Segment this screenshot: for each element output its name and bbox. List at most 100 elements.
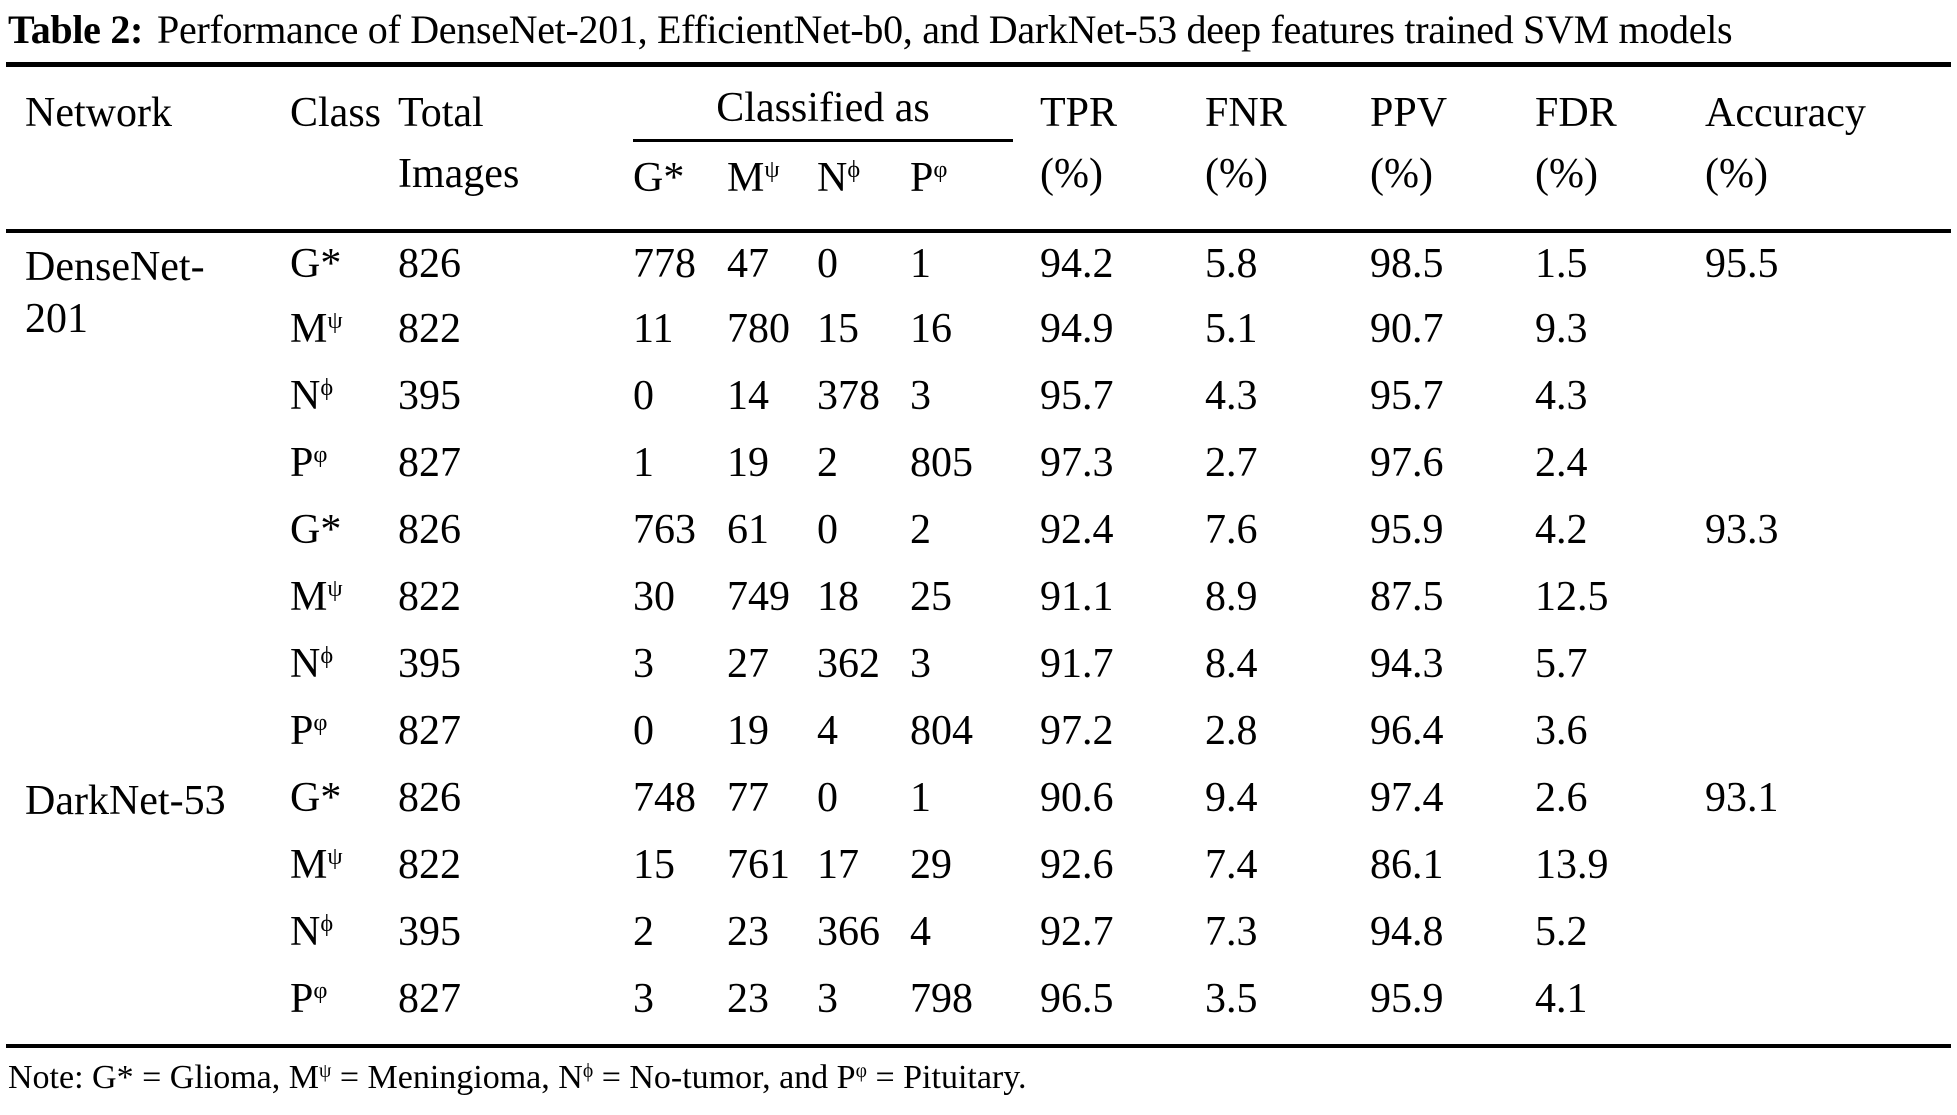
class-cell: Nϕ [290, 901, 398, 968]
table-row: Mψ 822 15 761 17 29 92.6 7.4 86.1 13.9 [6, 834, 1951, 901]
class-superscript: ψ [327, 575, 343, 603]
total-images-cell: 826 [398, 506, 461, 553]
total-images-cell: 822 [398, 841, 461, 888]
ppv-cell: 97.4 [1370, 774, 1444, 821]
classified-p-cell: 798 [910, 975, 973, 1022]
classified-g-cell: 2 [633, 908, 654, 955]
ppv-cell: 90.7 [1370, 305, 1444, 352]
tpr-cell: 97.2 [1040, 707, 1114, 754]
header-network: Network [25, 90, 172, 136]
classified-n-cell: 366 [817, 908, 880, 955]
total-images-cell: 827 [398, 439, 461, 486]
metric-name: Accuracy [1705, 90, 1866, 136]
total-images-cell: 827 [398, 707, 461, 754]
network-cell: DarkNet-53 [6, 767, 290, 1046]
metric-name: TPR [1040, 90, 1118, 136]
classified-g-cell: 30 [633, 573, 675, 620]
table-number-label: Table 2: [8, 7, 144, 52]
classified-g-cell: 0 [633, 707, 654, 754]
class-superscript: ϕ [320, 374, 334, 402]
header-total-line2: Images [398, 150, 520, 197]
classified-n-cell: 15 [817, 305, 859, 352]
classified-g-cell: 763 [633, 506, 696, 553]
table-row: Pφ 827 3 23 3 798 96.5 3.5 95.9 4.1 [6, 968, 1951, 1046]
ppv-cell: 95.9 [1370, 975, 1444, 1022]
class-superscript: φ [313, 977, 328, 1005]
header-ppv: PPV (%) [1370, 65, 1535, 231]
fnr-cell: 5.1 [1205, 305, 1258, 352]
table-row: G* 826 763 61 0 2 92.4 7.6 95.9 4.2 93.3 [6, 499, 1951, 566]
network-name: 201 [25, 296, 88, 342]
total-images-cell: 395 [398, 640, 461, 687]
header-accuracy: Accuracy (%) [1705, 65, 1951, 231]
header-classified-as: Classified as [633, 65, 1040, 143]
fdr-cell: 1.5 [1535, 240, 1588, 287]
fdr-cell: 4.1 [1535, 975, 1588, 1022]
header-class: Class [290, 90, 382, 136]
header-total-images: Total Images [398, 65, 633, 231]
classified-n-cell: 4 [817, 707, 838, 754]
table-note: Note: G* = Glioma, Mψ = Meningioma, Nϕ =… [8, 1058, 1951, 1099]
fnr-cell: 3.5 [1205, 975, 1258, 1022]
classified-n-cell: 0 [817, 774, 838, 821]
metric-unit: (%) [1535, 150, 1598, 197]
metric-unit: (%) [1370, 150, 1433, 197]
classified-g-cell: 778 [633, 240, 696, 287]
fdr-cell: 4.3 [1535, 372, 1588, 419]
header-total-line1: Total [398, 90, 484, 136]
class-label: M [290, 841, 328, 888]
table-row: DenseNet- 201 G* 826 778 47 0 1 94.2 5.8 98.5 1.5 95… [6, 231, 1951, 343]
classified-n-cell: 18 [817, 573, 859, 620]
classified-m-cell: 23 [727, 908, 769, 955]
page-title: Table 2: Performance of DenseNet-201, Eff… [8, 4, 1951, 56]
total-images-cell: 822 [398, 305, 461, 352]
note-sup-psi: ψ [318, 1059, 332, 1082]
classified-as-underline: Classified as [633, 83, 1013, 143]
classified-n-cell: 0 [817, 506, 838, 553]
class-cell: Pφ [290, 968, 398, 1046]
subcol-sup: ϕ [847, 156, 861, 184]
classified-g-cell: 748 [633, 774, 696, 821]
metric-name: FNR [1205, 90, 1287, 136]
total-images-cell: 822 [398, 573, 461, 620]
total-images-cell: 826 [398, 240, 461, 287]
fnr-cell: 7.6 [1205, 506, 1258, 553]
metric-unit: (%) [1040, 150, 1103, 197]
class-superscript: φ [313, 709, 328, 737]
tpr-cell: 92.7 [1040, 908, 1114, 955]
classified-g-cell: 1 [633, 439, 654, 486]
class-cell: Pφ [290, 700, 398, 767]
classified-m-cell: 77 [727, 774, 769, 821]
fnr-cell: 4.3 [1205, 372, 1258, 419]
fnr-cell: 7.4 [1205, 841, 1258, 888]
table-row: Pφ 827 1 19 2 805 97.3 2.7 97.6 2.4 [6, 432, 1951, 499]
classified-p-cell: 3 [910, 640, 931, 687]
header-fdr: FDR (%) [1535, 65, 1705, 231]
tpr-cell: 97.3 [1040, 439, 1114, 486]
class-cell: Mψ [290, 298, 398, 365]
classified-p-cell: 2 [910, 506, 931, 553]
class-cell: Mψ [290, 566, 398, 633]
metric-unit: (%) [1705, 150, 1768, 197]
total-images-cell: 826 [398, 774, 461, 821]
table-wrapper: Network Class Total Images Classified as … [6, 62, 1951, 1048]
accuracy-cell: 95.5 [1705, 240, 1779, 287]
classified-m-cell: 14 [727, 372, 769, 419]
subcol-base: M [727, 154, 765, 201]
classified-m-cell: 761 [727, 841, 790, 888]
table-row: Pφ 827 0 19 4 804 97.2 2.8 96.4 3.6 [6, 700, 1951, 767]
total-images-cell: 827 [398, 975, 461, 1022]
fnr-cell: 2.7 [1205, 439, 1258, 486]
network-cell [6, 499, 290, 767]
classified-p-cell: 805 [910, 439, 973, 486]
classified-g-cell: 11 [633, 305, 674, 352]
class-cell: G* [290, 767, 398, 834]
classified-m-cell: 19 [727, 439, 769, 486]
table-caption: Performance of DenseNet-201, EfficientNe… [157, 7, 1733, 52]
ppv-cell: 94.3 [1370, 640, 1444, 687]
note-text: = No-tumor, and P [593, 1058, 856, 1096]
classified-m-cell: 19 [727, 707, 769, 754]
subheader-pituitary: Pφ [910, 143, 1040, 231]
classified-n-cell: 17 [817, 841, 859, 888]
header-tpr: TPR (%) [1040, 65, 1205, 231]
